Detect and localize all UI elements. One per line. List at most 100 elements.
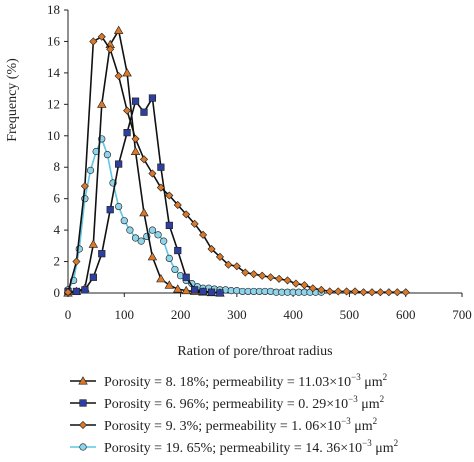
series-line [68,97,221,294]
data-point [367,288,376,297]
data-point [122,68,132,77]
legend-label: Porosity = 8. 18%; permeability = 11.03×… [104,372,387,390]
data-point [131,97,140,105]
data-point [165,221,173,229]
data-point [165,191,174,200]
data-point [275,274,284,283]
data-point [393,288,402,297]
legend-entry: Porosity = 8. 18%; permeability = 11.03×… [70,372,387,390]
data-point [88,239,99,248]
legend-label-exp: −3 [362,438,372,448]
data-point [191,286,199,294]
legend-marker [79,399,87,407]
legend-entry: Porosity = 19. 65%; permeability = 14. 3… [70,438,398,456]
data-point [401,288,410,297]
plot-area: 0 2 4 6 8 10 12 14 16 18 0 100 200 300 400 500 600 700 [47,2,472,322]
legend-label-unit-exp: 2 [383,372,388,382]
legend-entry: Porosity = 6. 96%; permeability = 0. 29×… [70,394,384,412]
x-tick-label: 400 [283,307,303,322]
data-point [114,72,123,81]
data-point [72,287,81,296]
data-point [123,106,132,115]
data-point [126,226,134,234]
x-tick-label: 100 [115,307,135,322]
data-point [241,268,250,277]
data-point [86,166,95,174]
legend-label-main: Porosity = 6. 96%; permeability = 0. 29×… [104,397,348,412]
legend-label-unit: μm [361,375,383,390]
x-axis-label: Ration of pore/throat radius [177,344,332,359]
data-point [207,288,216,296]
data-point [215,252,224,261]
data-point [317,285,326,294]
data-point [154,231,162,239]
y-tick-label: 4 [54,222,61,237]
data-point [123,129,131,137]
data-point [148,169,157,178]
data-point [98,250,106,258]
data-point [164,280,175,289]
data-point [89,37,98,46]
data-point [182,273,190,281]
x-ticks: 0 100 200 300 400 500 600 700 [65,293,472,322]
legend-entry: Porosity = 9. 3%; permeability = 1. 06×1… [70,416,377,434]
legend-label-unit-exp: 2 [380,394,385,404]
legend-label-exp: −3 [351,372,361,382]
data-point [342,287,351,296]
y-tick-label: 10 [47,128,60,143]
data-point [156,274,166,283]
data-point [103,151,111,159]
series-diamond [63,32,410,297]
legend-label-main: Porosity = 8. 18%; permeability = 11.03×… [104,375,351,390]
y-tick-label: 14 [47,65,61,80]
data-point [97,32,106,41]
legend-label-exp: −3 [348,394,358,404]
legend-label-unit: μm [351,419,373,434]
data-point [106,45,115,54]
legend-label: Porosity = 19. 65%; permeability = 14. 3… [104,438,398,456]
data-point [160,237,168,245]
legend-label-exp: −3 [341,416,351,426]
legend-label-unit-exp: 2 [373,416,378,426]
data-point [165,254,173,263]
data-point [216,289,224,297]
legend-marker [79,443,87,451]
data-point [137,237,145,245]
data-point [148,94,157,102]
y-tick-label: 0 [54,285,61,300]
data-point [89,273,97,281]
data-point [291,279,300,288]
data-point [106,206,114,214]
y-tick-label: 6 [54,191,61,206]
data-point [359,288,368,297]
data-point [131,234,140,242]
data-point [174,246,182,255]
y-tick-label: 2 [54,254,61,269]
y-tick-label: 18 [47,2,60,17]
data-point [190,219,199,228]
legend-label-unit: μm [372,441,394,456]
data-point [139,155,149,164]
legend-marker [78,420,88,430]
data-point [157,163,165,171]
data-point [147,252,158,261]
legend-label-unit-exp: 2 [394,438,399,448]
legend-marker [78,376,88,385]
y-axis-label: Frequency (%) [5,58,20,142]
data-point [334,287,343,296]
x-tick-label: 200 [171,307,191,322]
legend-label-main: Porosity = 9. 3%; permeability = 1. 06×1… [104,419,341,434]
data-point [171,265,179,274]
data-point [140,108,148,116]
data-point [115,160,123,168]
data-point [384,288,393,297]
data-point [148,226,157,234]
legend-label: Porosity = 6. 96%; permeability = 0. 29×… [104,394,384,412]
data-point [113,25,124,34]
legend-label: Porosity = 9. 3%; permeability = 1. 06×1… [104,416,377,434]
legend-label-main: Porosity = 19. 65%; permeability = 14. 3… [104,441,362,456]
data-point [181,285,191,295]
data-point [120,217,128,225]
x-tick-label: 600 [396,307,416,322]
